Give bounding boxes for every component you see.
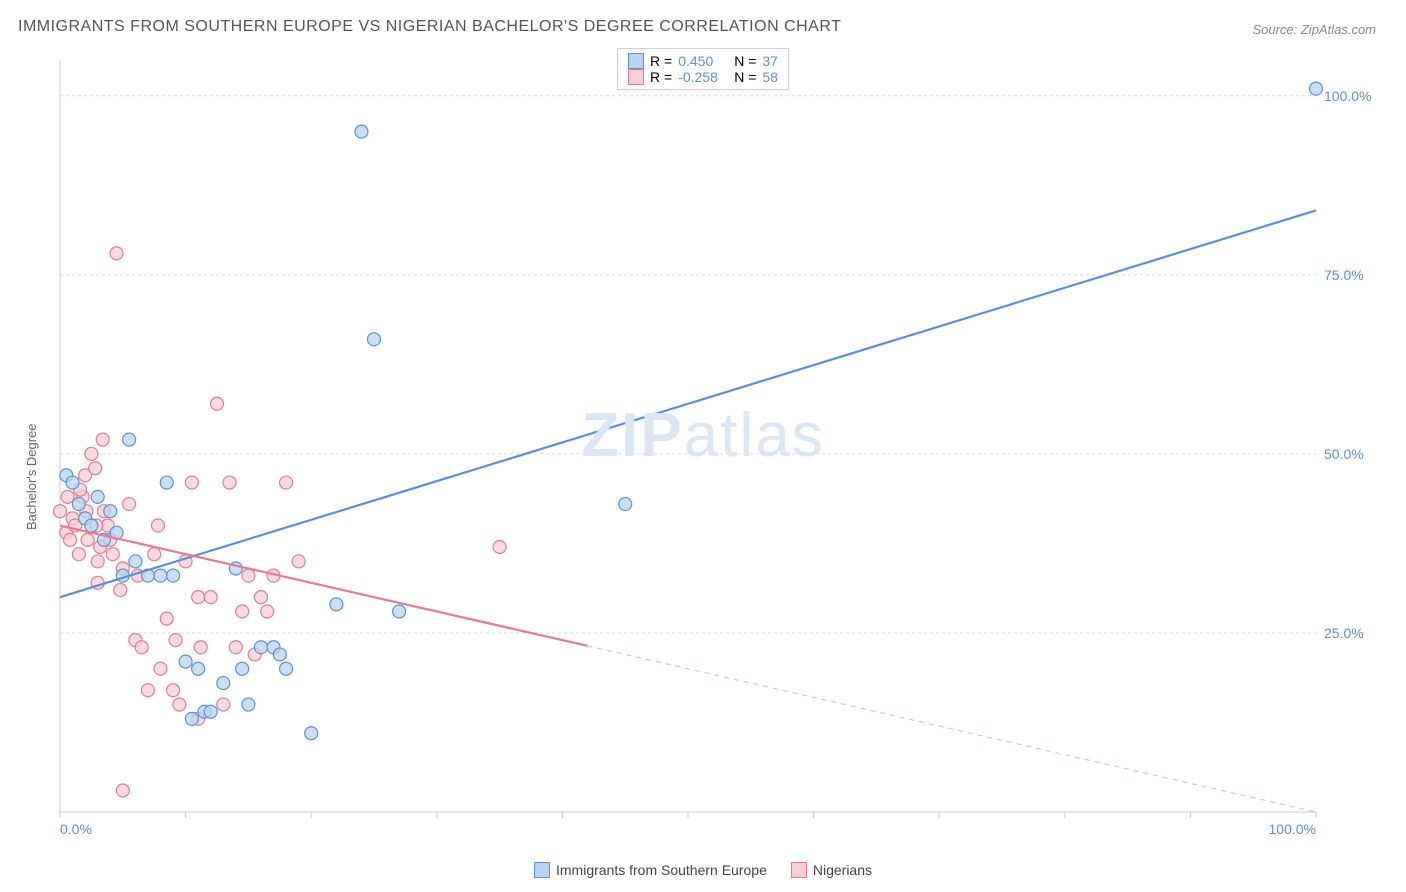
r-label: R = xyxy=(650,69,672,85)
svg-text:25.0%: 25.0% xyxy=(1324,625,1364,641)
r-value-0: 0.450 xyxy=(678,53,728,69)
n-label: N = xyxy=(734,69,756,85)
chart-title: IMMIGRANTS FROM SOUTHERN EUROPE VS NIGER… xyxy=(18,18,841,36)
n-value-0: 37 xyxy=(762,53,778,69)
y-axis-label: Bachelor's Degree xyxy=(24,423,39,530)
chart-container: IMMIGRANTS FROM SOUTHERN EUROPE VS NIGER… xyxy=(0,0,1406,892)
legend-swatch-pink xyxy=(628,69,644,85)
legend-swatch-blue xyxy=(534,862,550,878)
svg-text:75.0%: 75.0% xyxy=(1324,267,1364,283)
svg-text:50.0%: 50.0% xyxy=(1324,446,1364,462)
r-value-1: -0.258 xyxy=(678,69,728,85)
legend-label: Nigerians xyxy=(813,862,872,878)
legend-stats: R = 0.450 N = 37 R = -0.258 N = 58 xyxy=(617,48,789,90)
legend-series: Immigrants from Southern Europe Nigerian… xyxy=(534,862,872,878)
svg-text:100.0%: 100.0% xyxy=(1324,88,1371,104)
legend-item: Nigerians xyxy=(791,862,872,878)
svg-text:0.0%: 0.0% xyxy=(60,821,92,837)
n-label: N = xyxy=(734,53,756,69)
legend-swatch-blue xyxy=(628,53,644,69)
legend-stats-row: R = -0.258 N = 58 xyxy=(628,69,778,85)
legend-item: Immigrants from Southern Europe xyxy=(534,862,767,878)
chart-svg: 25.0% 50.0% 75.0% 100.0% 0.0% 100.0% xyxy=(50,50,1376,842)
legend-stats-row: R = 0.450 N = 37 xyxy=(628,53,778,69)
chart-plot-area: 25.0% 50.0% 75.0% 100.0% 0.0% 100.0% xyxy=(50,50,1376,842)
source-label: Source: ZipAtlas.com xyxy=(1252,22,1376,37)
legend-label: Immigrants from Southern Europe xyxy=(556,862,767,878)
n-value-1: 58 xyxy=(762,69,778,85)
svg-text:100.0%: 100.0% xyxy=(1269,821,1316,837)
legend-swatch-pink xyxy=(791,862,807,878)
r-label: R = xyxy=(650,53,672,69)
